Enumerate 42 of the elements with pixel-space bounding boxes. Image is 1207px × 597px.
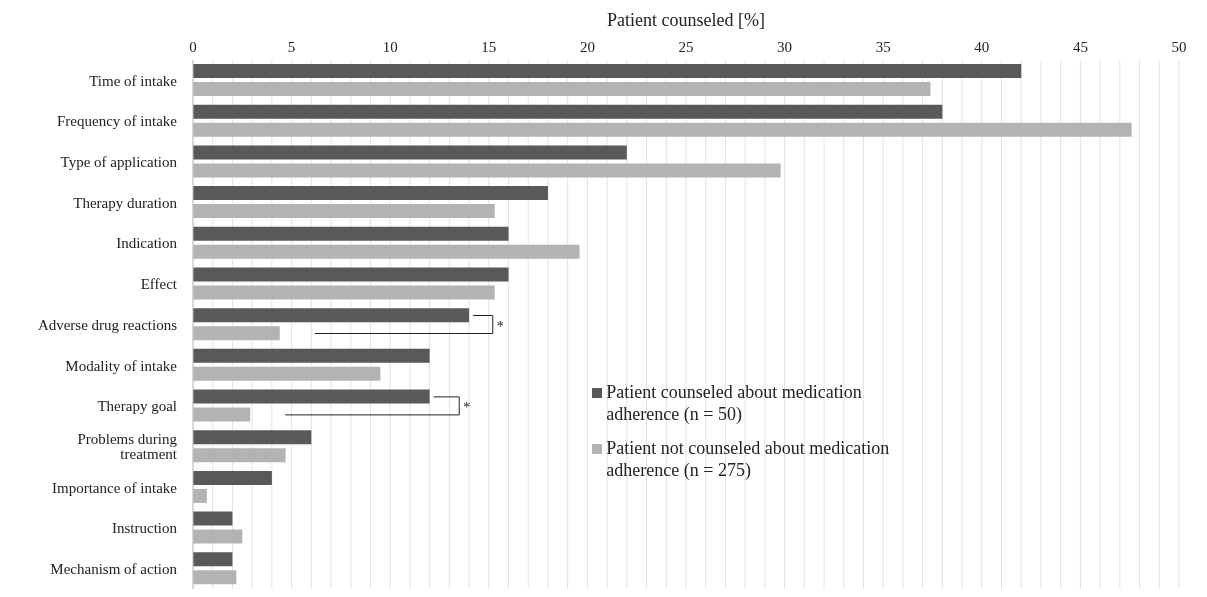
x-tick-label: 20 xyxy=(579,39,595,55)
bar xyxy=(193,348,430,363)
bar xyxy=(193,104,943,119)
bar xyxy=(193,267,509,282)
x-tick-label: 30 xyxy=(777,39,793,55)
x-tick-label: 10 xyxy=(382,39,398,55)
y-tick-label: Problems during treatment xyxy=(77,431,178,463)
y-tick-label: Effect xyxy=(140,276,178,293)
y-tick-label: Indication xyxy=(116,235,178,252)
y-tick-label: Frequency of intake xyxy=(57,113,178,130)
legend-label: Patient not counseled about medication adherence (n = 275) xyxy=(606,437,891,482)
bar xyxy=(193,470,272,485)
bar xyxy=(193,389,430,404)
y-tick-label: Type of application xyxy=(60,154,178,171)
bar xyxy=(193,64,1022,78)
y-tick-label: Therapy goal xyxy=(97,398,177,415)
legend-label: Patient counseled about medication adherence (n = 50) xyxy=(606,381,863,426)
y-tick-label: Time of intake xyxy=(89,72,178,89)
x-tick-label: 15 xyxy=(481,39,497,55)
y-tick-label: Adverse drug reactions xyxy=(37,316,178,333)
y-tick-label: Importance of intake xyxy=(52,479,178,496)
x-tick-label: 40 xyxy=(974,39,990,55)
bar xyxy=(193,430,312,445)
bar xyxy=(193,511,233,526)
x-tick-label: 25 xyxy=(678,39,694,55)
bar xyxy=(193,145,627,160)
annotation: * xyxy=(496,318,504,334)
x-tick-label: 45 xyxy=(1072,39,1088,55)
x-axis-title: Patient counseled [%] xyxy=(606,10,766,31)
y-tick-label: Modality of intake xyxy=(65,357,178,374)
x-tick-label: 35 xyxy=(875,39,891,55)
annotation: * xyxy=(463,399,471,415)
x-tick-label: 5 xyxy=(287,39,296,55)
x-tick-label: 50 xyxy=(1171,39,1187,55)
bar xyxy=(193,226,509,241)
x-tick-label: 0 xyxy=(189,39,197,55)
bar xyxy=(193,552,233,567)
y-tick-label: Therapy duration xyxy=(73,194,178,211)
bar xyxy=(193,186,548,201)
bar xyxy=(193,308,470,323)
y-tick-label: Instruction xyxy=(112,520,178,537)
y-tick-label: Mechanism of action xyxy=(50,560,178,577)
